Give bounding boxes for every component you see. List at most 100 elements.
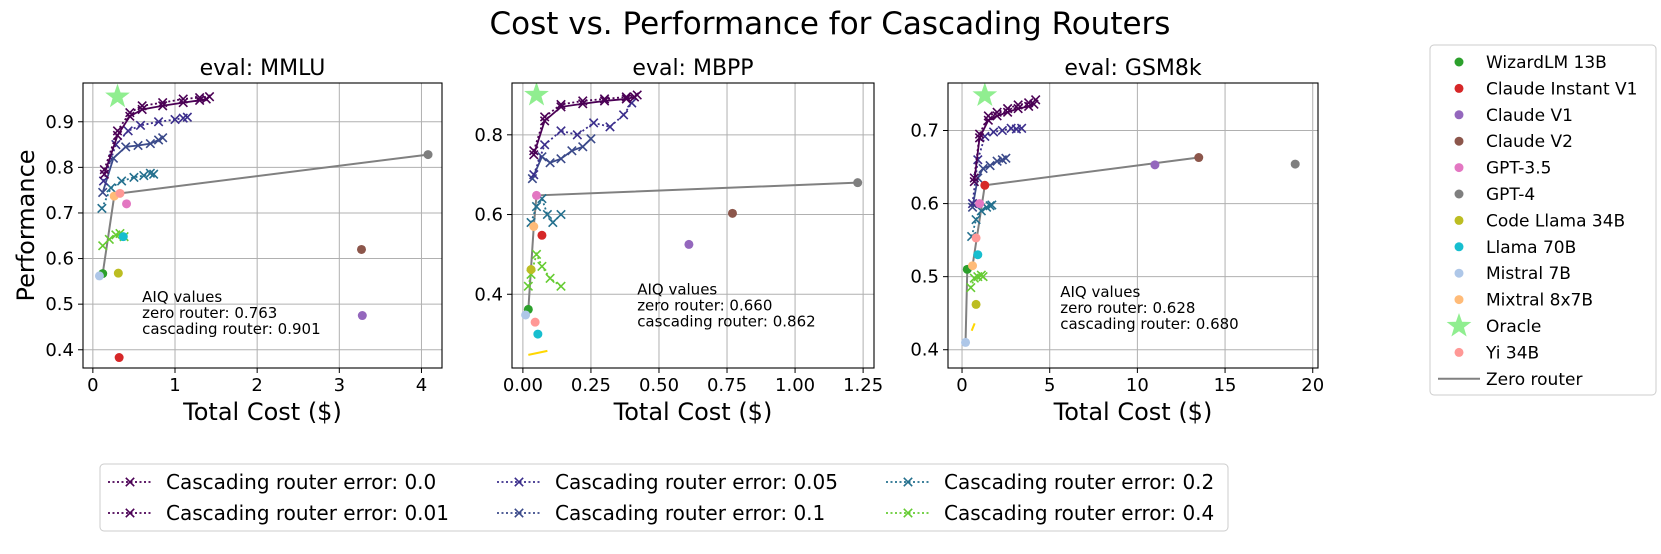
cascade-point (987, 200, 997, 210)
model-point-llama-70b (533, 329, 543, 339)
cascade-series-err-0-0 (529, 90, 642, 156)
cascade-point (578, 98, 588, 109)
cascade-point (123, 126, 133, 136)
cascade-point (529, 169, 539, 180)
cascade-point (974, 129, 985, 139)
cascade-point (139, 170, 149, 181)
legend-dot-claude-instant-v1 (1454, 83, 1464, 93)
cascade-point (621, 92, 632, 102)
x-axis-label: Total Cost ($) (613, 398, 773, 426)
aiq-annotation-line: AIQ values (1060, 283, 1140, 301)
cascade-series-err-0-0 (99, 91, 215, 175)
y-tick-label: 0.5 (45, 294, 74, 315)
model-point-gpt-3-5 (531, 190, 541, 200)
cascade-point (556, 209, 566, 220)
x-tick-label: 4 (416, 375, 427, 396)
legend-label: Llama 70B (1486, 238, 1576, 258)
cascade-point (605, 122, 615, 132)
cascade-point (116, 176, 127, 186)
cascade-point (978, 163, 988, 174)
cascade-line (970, 204, 993, 237)
cascade-point (621, 94, 632, 104)
cascade-point (148, 169, 159, 179)
cascade-point (104, 234, 115, 245)
x-tick-label: 1.25 (843, 375, 883, 396)
legend-x-marker (903, 477, 913, 487)
cascade-point (556, 281, 566, 292)
cascade-point (1030, 95, 1041, 105)
cascade-point (578, 142, 588, 152)
legend-label: Cascading router error: 0.1 (555, 501, 825, 525)
cascade-point (137, 101, 147, 111)
legend-dot-gpt-4 (1454, 189, 1464, 199)
legend-label: GPT-3.5 (1486, 159, 1551, 179)
model-point-claude-v1 (1150, 160, 1160, 170)
cascade-point (523, 281, 534, 292)
aiq-annotation-line: AIQ values (637, 280, 717, 298)
x-tick-label: 10 (1126, 375, 1149, 396)
legend-entry-err-0-2: Cascading router error: 0.2 (886, 470, 1214, 494)
model-point-gpt-4 (853, 178, 863, 188)
cascade-point (137, 104, 147, 115)
cascade-point (157, 132, 168, 143)
x-tick-label: 20 (1301, 375, 1324, 396)
legend-dot-wizardlm-13b (1454, 57, 1464, 67)
cascade-series-err-0-05 (529, 98, 637, 180)
model-point-code-llama-34b (526, 265, 536, 275)
cascade-point (120, 142, 131, 152)
legend-entry-err-0-0: Cascading router error: 0.0 (108, 470, 436, 494)
model-point-mixtral-8x7b (968, 261, 978, 271)
y-tick-label: 0.8 (474, 125, 503, 146)
cascade-series-err-0-0 (969, 95, 1041, 183)
cascade-point (997, 125, 1008, 136)
model-point-code-llama-34b (971, 299, 981, 309)
plot-area (94, 83, 433, 363)
y-tick-label: 0.6 (474, 205, 503, 226)
cascade-point (978, 271, 988, 282)
chart-panels: 0 1 2 3 4 0.4 0.5 0.6 0.7 0.8 0.9 eval: MMLU Total C… (12, 56, 1324, 426)
model-point-yi-34b (115, 188, 125, 198)
figure-title: Cost vs. Performance for Cascading Route… (490, 6, 1171, 42)
cascade-point (178, 94, 188, 104)
cascade-point (983, 111, 994, 121)
cascade-point (537, 151, 547, 162)
panel-title: eval: MBPP (632, 56, 753, 81)
model-point-gpt-4 (1290, 159, 1300, 169)
legend-label: Yi 34B (1485, 343, 1539, 363)
cascade-point (99, 169, 110, 179)
legend-dot-gpt-3-5 (1454, 163, 1464, 173)
zero-router-line (98, 153, 429, 277)
cascade-point (531, 201, 542, 212)
model-point-claude-v1 (357, 311, 367, 321)
x-tick-label: 15 (1214, 375, 1237, 396)
cascade-point (967, 198, 978, 209)
cascade-point (969, 173, 980, 183)
aiq-annotation-line: cascading router: 0.901 (142, 320, 320, 338)
cascade-line (973, 98, 1037, 179)
model-point-claude-v2 (356, 244, 366, 254)
model-point-yi-34b (971, 233, 981, 243)
legend-label: Mistral 7B (1486, 264, 1571, 284)
extra-segment (970, 323, 976, 332)
cascade-point (1002, 103, 1013, 114)
aiq-annotation-line: AIQ values (142, 288, 222, 306)
grid (512, 83, 874, 368)
cascade-series-err-0-2 (526, 193, 566, 228)
cascade-point (988, 127, 999, 137)
cascade-point (572, 130, 583, 140)
grid (83, 83, 442, 368)
plot-area (521, 83, 863, 356)
cascade-series-err-0-2 (97, 168, 159, 214)
cascade-point (985, 160, 995, 171)
cascade-point (539, 112, 550, 122)
legend-dot-mixtral-8x7b (1454, 295, 1464, 305)
model-point-claude-v2 (727, 208, 737, 218)
legend-star-oracle (1446, 313, 1472, 337)
legend-label: Claude V1 (1486, 106, 1573, 126)
cascade-point (204, 91, 215, 102)
model-point-gpt-3-5 (122, 199, 132, 209)
aiq-annotation-line: cascading router: 0.862 (637, 312, 815, 330)
legend-x-marker (125, 477, 135, 487)
oracle-star (105, 83, 130, 108)
axes-frame (511, 82, 875, 369)
